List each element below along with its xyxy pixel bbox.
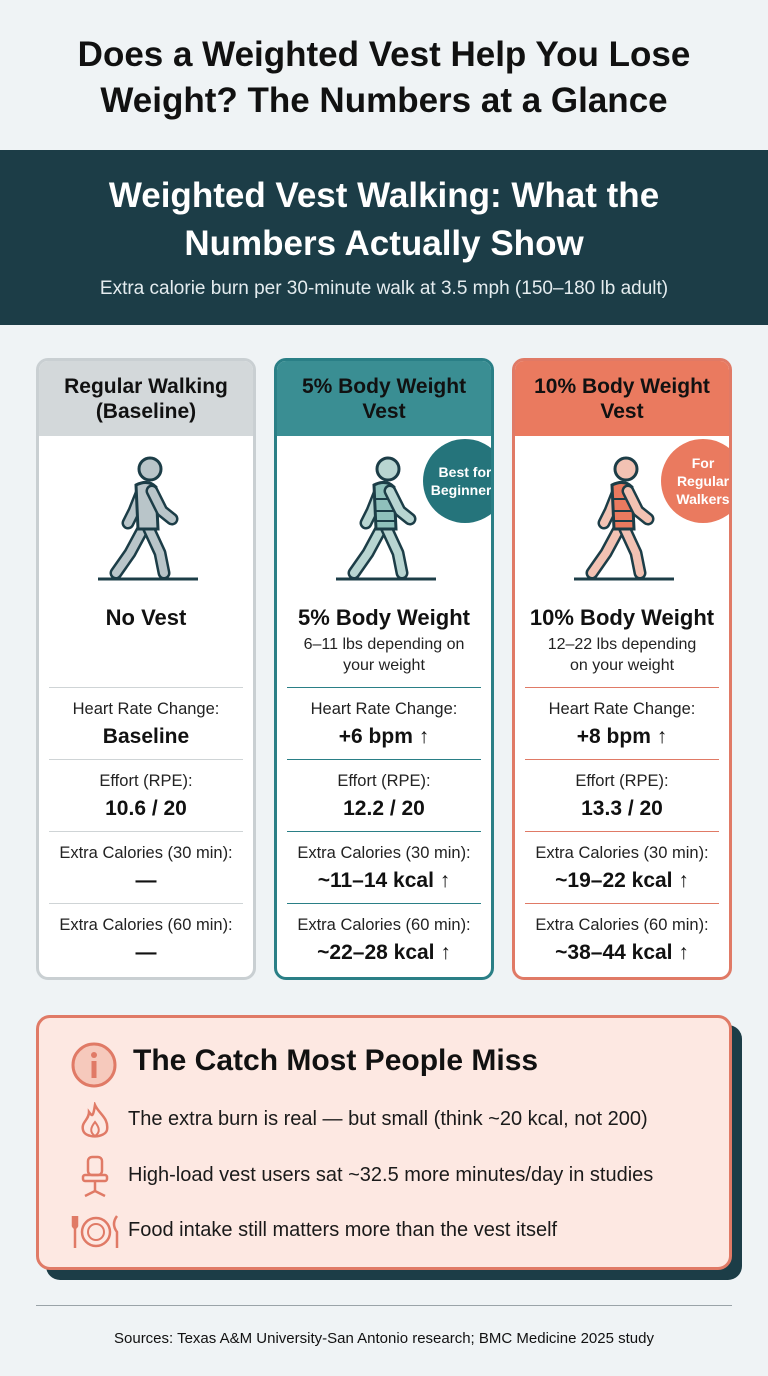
chair-icon: [81, 1155, 109, 1198]
metric-value: Baseline: [102, 725, 190, 748]
metric: Extra Calories (60 min): ~38–44 kcal ↑: [525, 903, 719, 975]
card-detail: 6–11 lbs depending on your weight: [303, 636, 465, 674]
card-header: 5% Body Weight Vest: [277, 361, 491, 436]
badge: For Regular Walkers: [661, 439, 729, 523]
metric: Extra Calories (30 min): ~19–22 kcal ↑: [525, 831, 719, 903]
metric: Effort (RPE): 10.6 / 20: [49, 759, 243, 831]
metric-value: ~22–28 kcal ↑: [317, 941, 451, 964]
metric-label: Extra Calories (30 min):: [297, 844, 471, 862]
banner-subtitle: Extra calorie burn per 30-minute walk at…: [99, 278, 669, 299]
catch-item: High-load vest users sat ~32.5 more minu…: [128, 1164, 654, 1186]
metric-label: Extra Calories (30 min):: [59, 844, 233, 862]
catch-item: Food intake still matters more than the …: [128, 1219, 558, 1241]
metric: Effort (RPE): 12.2 / 20: [287, 759, 481, 831]
metric: Heart Rate Change: Baseline: [49, 687, 243, 759]
card-detail: 12–22 lbs depending on your weight: [547, 636, 697, 674]
metric-label: Extra Calories (60 min):: [59, 916, 233, 934]
card: Regular Walking (Baseline) No Vest Heart …: [36, 358, 256, 980]
card-figure: [332, 449, 442, 589]
metric: Effort (RPE): 13.3 / 20: [525, 759, 719, 831]
metric: Heart Rate Change: +8 bpm ↑: [525, 687, 719, 759]
badge: Best for Beginners: [423, 439, 491, 523]
catch-title: The Catch Most People Miss: [133, 1044, 539, 1077]
metric: Extra Calories (30 min): ~11–14 kcal ↑: [287, 831, 481, 903]
card-label: 10% Body Weight: [529, 605, 715, 630]
card-header: 10% Body Weight Vest: [515, 361, 729, 436]
metric-value: ~11–14 kcal ↑: [317, 869, 451, 892]
metric-value: 13.3 / 20: [581, 797, 663, 820]
card: 5% Body Weight Vest Best for Beginners 5%…: [274, 358, 494, 980]
metric-value: ~38–44 kcal ↑: [555, 941, 689, 964]
walker-figure: [98, 456, 198, 581]
metric-value: +6 bpm ↑: [338, 725, 430, 748]
metric-label: Extra Calories (60 min):: [535, 916, 709, 934]
walker-figure: [574, 456, 674, 581]
sources: Sources: Texas A&M University-San Antoni…: [114, 1330, 654, 1347]
metric-label: Extra Calories (60 min):: [297, 916, 471, 934]
banner: Weighted Vest Walking: What the Numbers …: [0, 150, 768, 325]
catch-item: The extra burn is real — but small (thin…: [128, 1108, 648, 1130]
card-label: 5% Body Weight: [298, 605, 470, 630]
plate-icon: [71, 1215, 119, 1248]
metric-value: —: [135, 941, 157, 964]
metric-value: 10.6 / 20: [105, 797, 187, 820]
metric: Extra Calories (30 min): —: [49, 831, 243, 903]
page-title: Does a Weighted Vest Help You Lose Weigh…: [77, 35, 691, 120]
metric: Extra Calories (60 min): ~22–28 kcal ↑: [287, 903, 481, 975]
metric-label: Effort (RPE):: [337, 772, 431, 790]
metric-value: 12.2 / 20: [343, 797, 425, 820]
banner-title: Weighted Vest Walking: What the Numbers …: [108, 176, 660, 263]
card-figure: [94, 449, 204, 589]
metric: Extra Calories (60 min): —: [49, 903, 243, 975]
metric: Heart Rate Change: +6 bpm ↑: [287, 687, 481, 759]
catch-box: The Catch Most People Miss The extra bur…: [36, 1015, 732, 1270]
metric-label: Extra Calories (30 min):: [535, 844, 709, 862]
card-header: Regular Walking (Baseline): [39, 361, 253, 436]
divider: [36, 1305, 732, 1306]
info-icon: [71, 1042, 117, 1088]
card-label: No Vest: [105, 605, 187, 630]
metric-label: Effort (RPE):: [99, 772, 193, 790]
metric-label: Heart Rate Change:: [72, 700, 220, 718]
flame-icon: [81, 1102, 109, 1138]
metric-value: —: [135, 869, 157, 892]
metric-value: ~19–22 kcal ↑: [555, 869, 689, 892]
walker-figure: [336, 456, 436, 581]
metric-label: Effort (RPE):: [575, 772, 669, 790]
metric-label: Heart Rate Change:: [548, 700, 696, 718]
metric-value: +8 bpm ↑: [576, 725, 668, 748]
card: 10% Body Weight Vest For Regular Walkers…: [512, 358, 732, 980]
card-figure: [570, 449, 680, 589]
metric-label: Heart Rate Change:: [310, 700, 458, 718]
